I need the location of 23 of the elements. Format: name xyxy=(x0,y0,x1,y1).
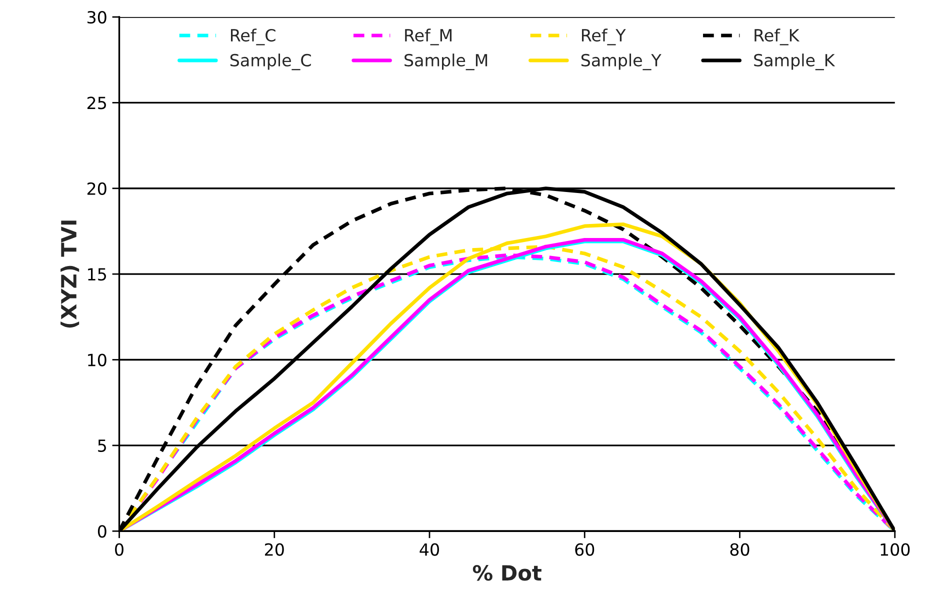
legend-label: Sample_C xyxy=(230,54,311,70)
x-tick-label: 80 xyxy=(730,543,750,556)
x-tick-label: 60 xyxy=(575,543,594,556)
legend-label: Sample_K xyxy=(754,54,836,70)
y-tick-label: 10 xyxy=(88,354,106,366)
y-axis-title: (XYZ) TVI xyxy=(60,220,80,328)
legend-label: Ref_C xyxy=(230,28,276,46)
y-tick-label: 15 xyxy=(88,268,106,281)
x-tick-label: 40 xyxy=(420,543,439,556)
legend-label: Ref_Y xyxy=(582,28,626,46)
legend-label: Sample_Y xyxy=(581,54,662,70)
y-tick-label: 20 xyxy=(87,182,106,195)
x-tick-label: 100 xyxy=(880,543,910,556)
legend-label: Ref_K xyxy=(754,28,800,46)
legend-label: Sample_M xyxy=(404,54,488,70)
y-tick-label: 30 xyxy=(88,10,106,24)
y-tick-label: 0 xyxy=(98,525,106,538)
x-tick-label: 20 xyxy=(264,543,284,556)
x-axis-title: % Dot xyxy=(472,564,542,581)
y-tick-label: 25 xyxy=(87,96,106,110)
legend-label: Ref_M xyxy=(405,28,452,46)
y-tick-label: 5 xyxy=(98,440,106,452)
x-tick-label: 0 xyxy=(115,543,124,556)
